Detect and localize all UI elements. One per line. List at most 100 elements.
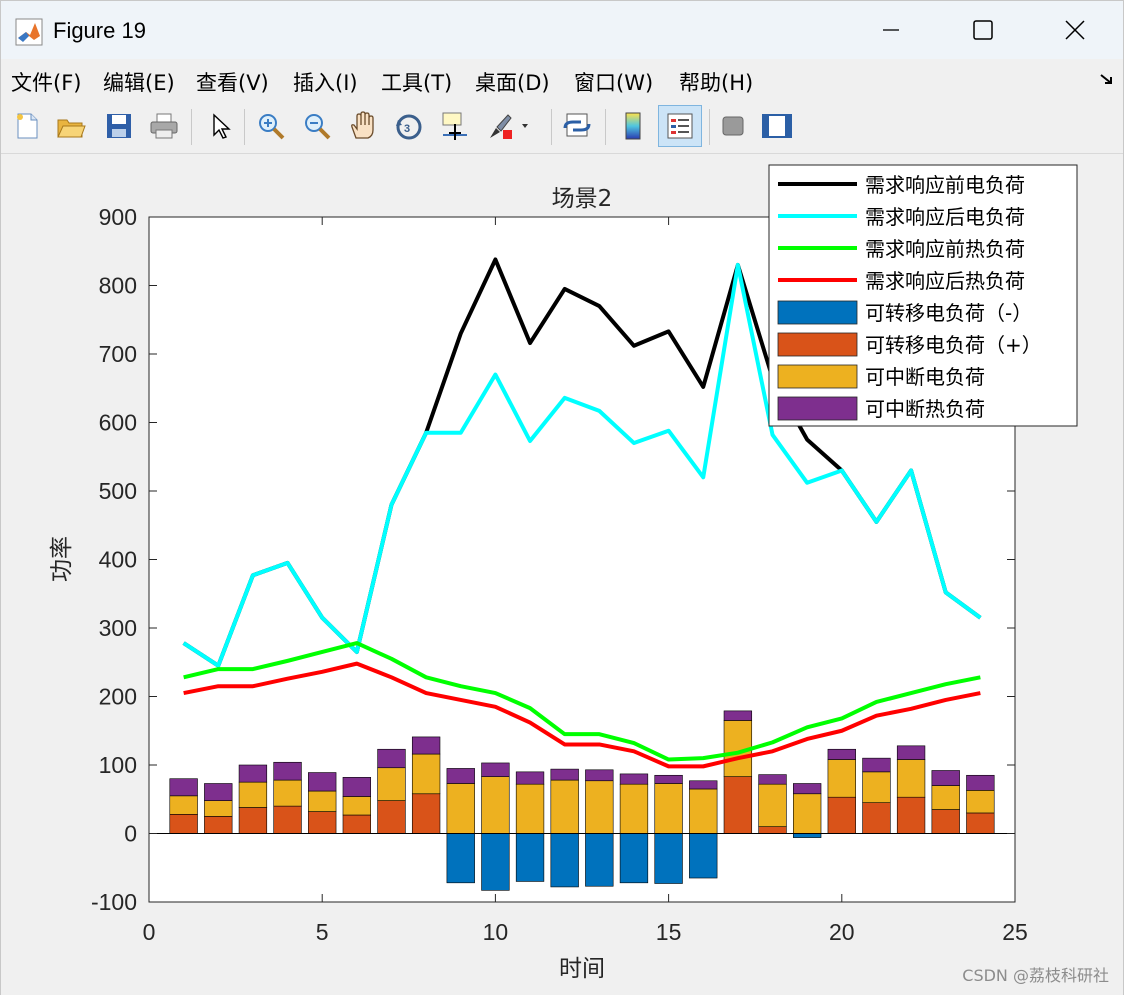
select-cursor-button[interactable] [202, 107, 238, 145]
open-file-icon [57, 119, 86, 138]
y-tick-label: 900 [99, 204, 137, 230]
zoom-in-button[interactable] [253, 107, 289, 145]
figure-canvas: 0 5 10 15 20 25-10001002003004005006007008009… [1, 154, 1123, 995]
new-figure-icon [17, 113, 38, 139]
menu-insert[interactable]: 插入(I) [293, 71, 358, 95]
legend-bar-swatch [777, 396, 858, 421]
print-icon [150, 113, 178, 139]
zoom-out-button[interactable] [299, 107, 335, 145]
legend-bar-swatch [777, 300, 858, 325]
bar-interruptible-heat [204, 783, 233, 801]
dock-arrow-icon[interactable] [1099, 71, 1115, 87]
maximize-button[interactable] [937, 1, 1029, 59]
menu-bar: 文件(F) 编辑(E) 查看(V) 插入(I) 工具(T) 桌面(D) 窗口(W… [1, 59, 1123, 101]
legend[interactable]: 需求响应前电负荷需求响应后电负荷需求响应前热负荷需求响应后热负荷可转移电负荷（-… [768, 164, 1078, 427]
bar-interruptible-elec [689, 788, 718, 834]
y-tick-label: 300 [99, 615, 137, 641]
bar-transfer-plus [342, 814, 371, 834]
menu-help[interactable]: 帮助(H) [679, 71, 754, 95]
hide-plot-tools-button[interactable] [715, 107, 751, 145]
lines-layer [182, 257, 982, 769]
y-tick-label: 500 [99, 478, 137, 504]
bar-interruptible-elec [204, 800, 233, 817]
bar-interruptible-heat [896, 745, 926, 760]
link-plot-icon [563, 113, 591, 137]
bar-interruptible-elec [515, 783, 545, 834]
select-cursor-icon [213, 113, 231, 139]
legend-entry-label: 需求响应后电负荷 [865, 205, 1025, 229]
menu-tools[interactable]: 工具(T) [381, 71, 453, 95]
print-button[interactable] [146, 107, 182, 145]
legend-button[interactable] [658, 105, 702, 147]
save-button[interactable] [101, 107, 137, 145]
colorbar-button[interactable] [615, 107, 651, 145]
bar-transfer-plus [273, 805, 302, 834]
rotate-3d-button[interactable]: 3 [391, 107, 427, 145]
title-bar[interactable]: Figure 19 [1, 1, 1123, 59]
bar-interruptible-heat [723, 710, 753, 721]
x-tick-label: 15 [656, 919, 682, 945]
bar-transfer-plus [238, 807, 268, 834]
bar-interruptible-heat [793, 783, 822, 795]
line-heat-after [183, 661, 981, 769]
bar-interruptible-elec [758, 783, 787, 827]
pan-hand-icon [351, 111, 374, 139]
bar-transfer-plus [204, 816, 233, 834]
bar-interruptible-elec [342, 796, 371, 816]
x-axis-label: 时间 [559, 956, 605, 982]
bar-interruptible-heat [931, 770, 960, 786]
bar-interruptible-heat [550, 768, 579, 781]
y-axis-label: 功率 [49, 536, 75, 582]
bar-interruptible-heat [827, 748, 856, 760]
x-tick-label: 25 [1002, 919, 1028, 945]
close-button[interactable] [1029, 1, 1121, 59]
bar-interruptible-heat [689, 780, 718, 790]
bar-transfer-minus [619, 833, 649, 884]
bar-interruptible-heat [515, 771, 545, 785]
bars-layer [149, 710, 1015, 891]
data-cursor-icon [442, 112, 467, 140]
minimize-button[interactable] [845, 1, 937, 59]
legend-bar-swatch [777, 364, 858, 389]
show-plot-tools-button[interactable] [759, 107, 795, 145]
bar-interruptible-elec [169, 795, 198, 815]
legend-entry-label: 可中断电负荷 [865, 365, 985, 389]
legend-entry-label: 可转移电负荷（-） [865, 301, 1032, 325]
bar-interruptible-elec [446, 783, 475, 834]
data-cursor-button[interactable] [437, 107, 473, 145]
link-plot-button[interactable] [559, 107, 595, 145]
bar-transfer-plus [966, 812, 995, 834]
zoom-out-icon [305, 114, 331, 140]
toolbar-separator [709, 109, 710, 145]
bar-transfer-plus [931, 809, 960, 834]
menu-desktop[interactable]: 桌面(D) [475, 71, 550, 95]
y-tick-label: -100 [91, 889, 137, 915]
bar-interruptible-heat [169, 778, 198, 797]
svg-text:3: 3 [404, 123, 410, 135]
toolbar: 3 [1, 101, 1123, 154]
menu-view[interactable]: 查看(V) [196, 71, 269, 95]
new-figure-button[interactable] [9, 107, 45, 145]
y-tick-label: 800 [99, 273, 137, 299]
window-title: Figure 19 [53, 18, 146, 43]
menu-file[interactable]: 文件(F) [11, 71, 82, 95]
bar-interruptible-heat [446, 768, 475, 784]
rotate-3d-icon: 3 [396, 114, 422, 140]
chart-title: 场景2 [552, 186, 613, 212]
pan-button[interactable] [345, 107, 381, 145]
bar-transfer-minus [481, 833, 510, 891]
y-tick-label: 600 [99, 410, 137, 436]
bar-interruptible-heat [238, 764, 268, 783]
show-plot-tools-icon [762, 114, 792, 138]
menu-edit[interactable]: 编辑(E) [103, 71, 175, 95]
bar-interruptible-heat [342, 777, 371, 797]
bar-interruptible-elec [411, 753, 441, 795]
open-file-button[interactable] [53, 107, 89, 145]
colorbar-icon [625, 112, 641, 140]
bar-interruptible-heat [862, 757, 891, 773]
brush-button[interactable] [483, 107, 533, 145]
menu-window[interactable]: 窗口(W) [574, 71, 654, 95]
bar-transfer-minus [515, 833, 545, 882]
bar-interruptible-elec [931, 785, 960, 810]
y-tick-label: 0 [124, 821, 137, 847]
